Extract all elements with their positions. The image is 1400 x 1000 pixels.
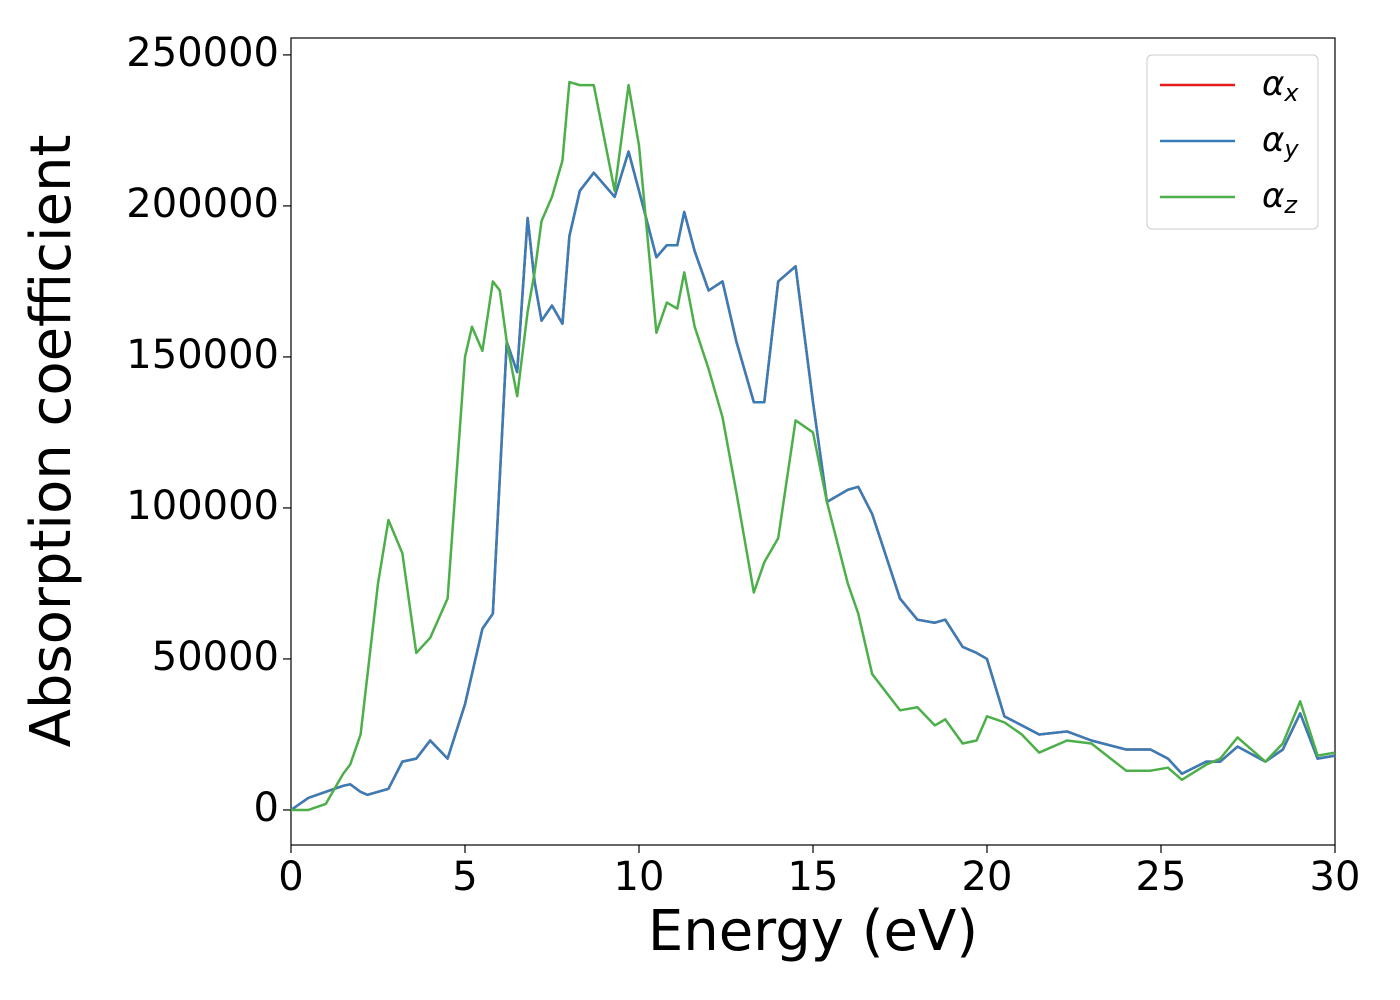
y-tick-label: 0 [254,785,279,831]
x-tick-label: 25 [1136,854,1187,900]
x-tick-label: 20 [962,854,1013,900]
x-tick-label: 0 [278,854,303,900]
legend-label-sub: x [1283,79,1299,107]
legend-label-main: α [1262,64,1284,104]
legend-label-sub: y [1283,135,1299,163]
legend-label-main: α [1262,176,1284,216]
legend-label-main: α [1262,120,1284,160]
series-line [290,150,1336,811]
legend-label: αy [1262,120,1299,164]
series-line [291,80,1336,812]
legend-label: αx [1262,64,1299,108]
x-axis-title: Energy (eV) [648,899,978,964]
x-tick-label: 10 [614,854,665,900]
legend-label-sub: z [1283,191,1298,219]
y-tick-label: 200000 [126,181,279,227]
y-tick-label: 50000 [152,634,279,680]
x-tick-label: 15 [788,854,839,900]
legend-label: αz [1262,176,1298,220]
y-tick-label: 150000 [126,332,279,378]
series-line [290,150,1336,811]
y-tick-label: 250000 [126,30,279,76]
y-axis-title: Absorption coefficient [19,135,84,748]
y-tick-label: 100000 [126,483,279,529]
x-tick-label: 5 [452,854,477,900]
x-tick-label: 30 [1310,854,1361,900]
